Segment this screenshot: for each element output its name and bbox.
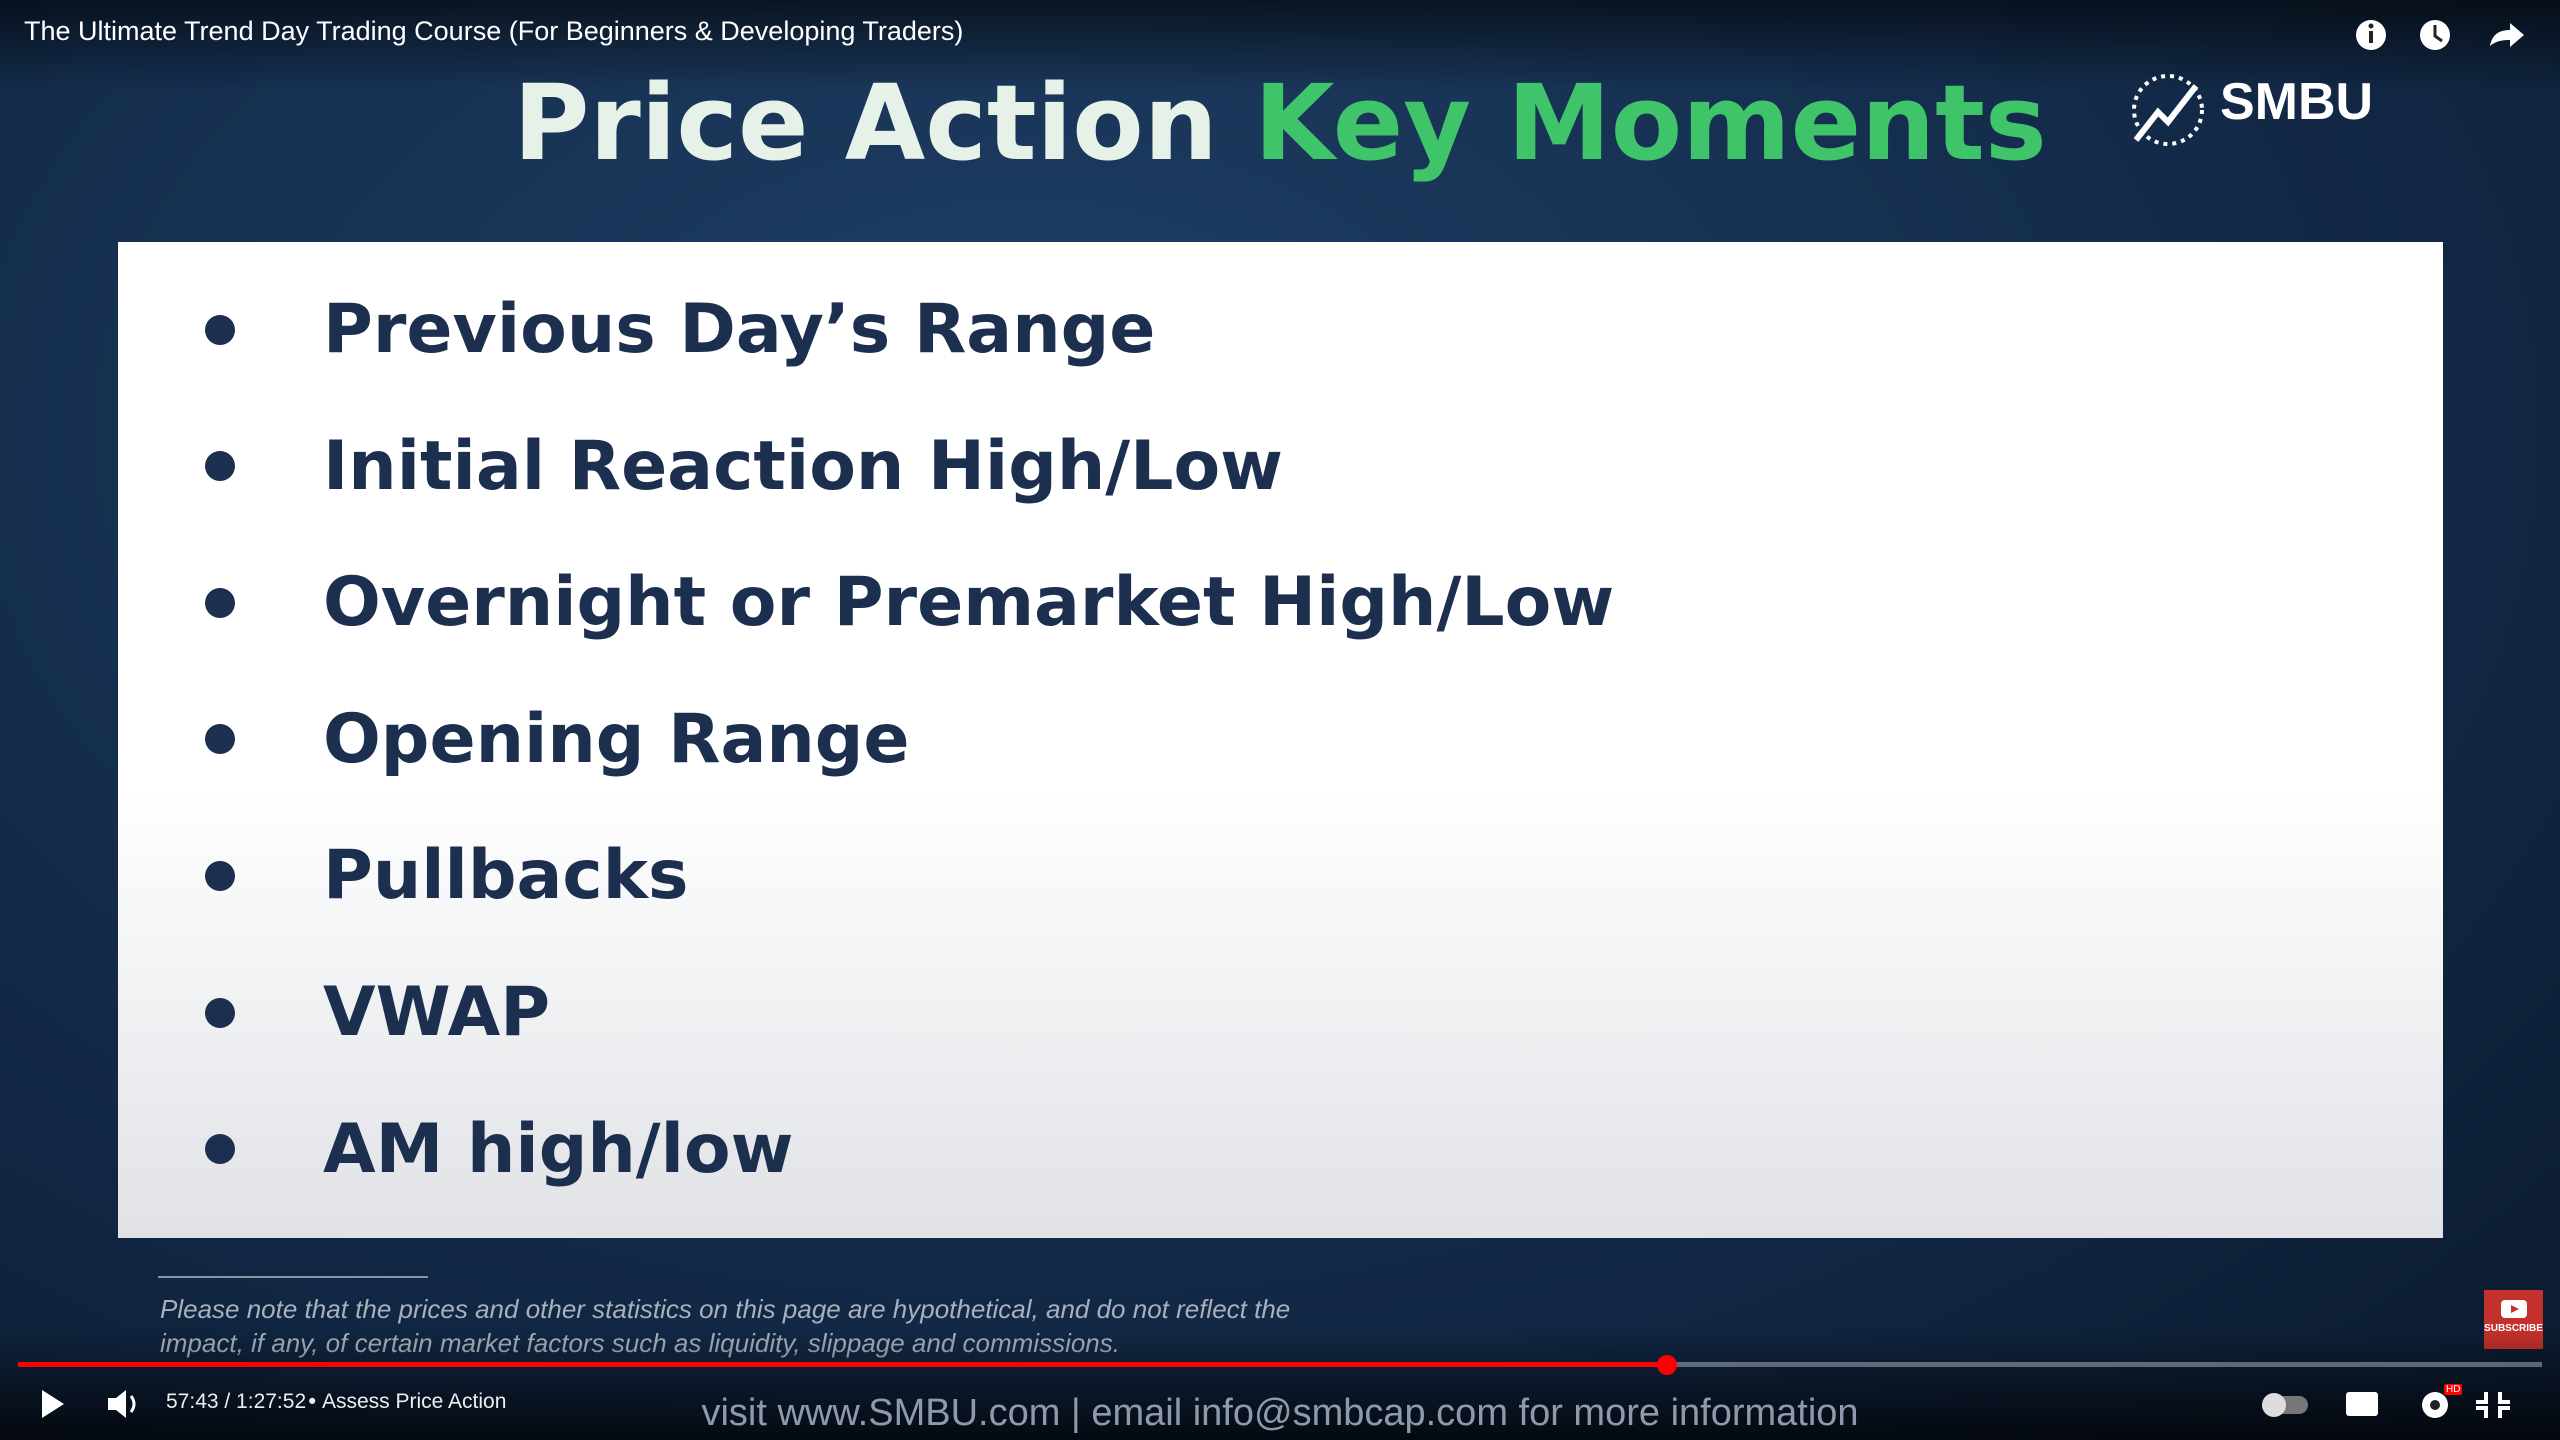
bottom-shade (0, 1330, 2560, 1440)
left-controls (42, 1390, 136, 1418)
info-button[interactable] (2356, 20, 2386, 50)
bullet-item: Pullbacks (205, 836, 688, 915)
bullet-text: VWAP (323, 973, 551, 1052)
settings-button[interactable] (2422, 1392, 2448, 1418)
bullet-item: Initial Reaction High/Low (205, 427, 1283, 506)
bullet-item: Overnight or Premarket High/Low (205, 563, 1614, 642)
volume-button[interactable] (108, 1390, 136, 1418)
divider (158, 1276, 428, 1278)
bullet-dot (205, 451, 235, 482)
bullet-item: Opening Range (205, 700, 910, 779)
bullet-item: Previous Day’s Range (205, 290, 1155, 369)
bullet-dot (205, 587, 235, 618)
exit-fullscreen-button[interactable] (2476, 1392, 2510, 1418)
top-icons (2356, 20, 2524, 50)
subscribe-text: SUBSCRIBE (2484, 1323, 2543, 1334)
bullet-dot (205, 314, 235, 345)
scrubber[interactable] (1657, 1355, 1677, 1375)
share-button[interactable] (2490, 23, 2524, 47)
video-title[interactable]: The Ultimate Trend Day Trading Course (F… (24, 16, 964, 46)
hd-badge: HD (2444, 1384, 2463, 1395)
logo-text: SMBU (2220, 73, 2374, 131)
footer-text: visit www.SMBU.com | email info@smbcap.c… (701, 1392, 1859, 1434)
bullet-item: AM high/low (205, 1110, 793, 1189)
bullet-dot (205, 724, 235, 755)
bullet-dot (205, 997, 235, 1028)
bullet-text: Pullbacks (323, 836, 689, 916)
watch-later-button[interactable] (2420, 20, 2450, 50)
bullet-text: AM high/low (323, 1109, 794, 1189)
play-button[interactable] (42, 1390, 64, 1418)
logo-icon (2132, 74, 2204, 146)
bullet-dot (205, 860, 235, 891)
title-highlight: Key Moments (1253, 62, 2047, 184)
captions-button[interactable] (2346, 1392, 2378, 1416)
autoplay-toggle[interactable] (2262, 1393, 2308, 1417)
top-shade (0, 0, 2560, 90)
bullet-dot (205, 1134, 235, 1165)
title-part: Price Action (513, 62, 1218, 184)
chapter-button[interactable]: Assess Price Action (322, 1390, 507, 1413)
bullet-text: Initial Reaction High/Low (323, 426, 1284, 506)
separator: • (306, 1390, 319, 1414)
slide-title: Price Action Key Moments (0, 62, 2560, 184)
progress-played (18, 1362, 1674, 1367)
bullet-item: VWAP (205, 973, 550, 1052)
bullet-text: Overnight or Premarket High/Low (323, 563, 1615, 643)
bullet-text: Previous Day’s Range (323, 290, 1156, 369)
time-display: 57:43 / 1:27:52 (166, 1390, 307, 1413)
subscribe-icon (2500, 1300, 2527, 1318)
disclaimer: Please note that the prices and other st… (160, 1294, 1291, 1324)
bullet-text: Opening Range (323, 699, 910, 779)
right-controls (2262, 1392, 2510, 1418)
slide-panel (118, 242, 2443, 1238)
